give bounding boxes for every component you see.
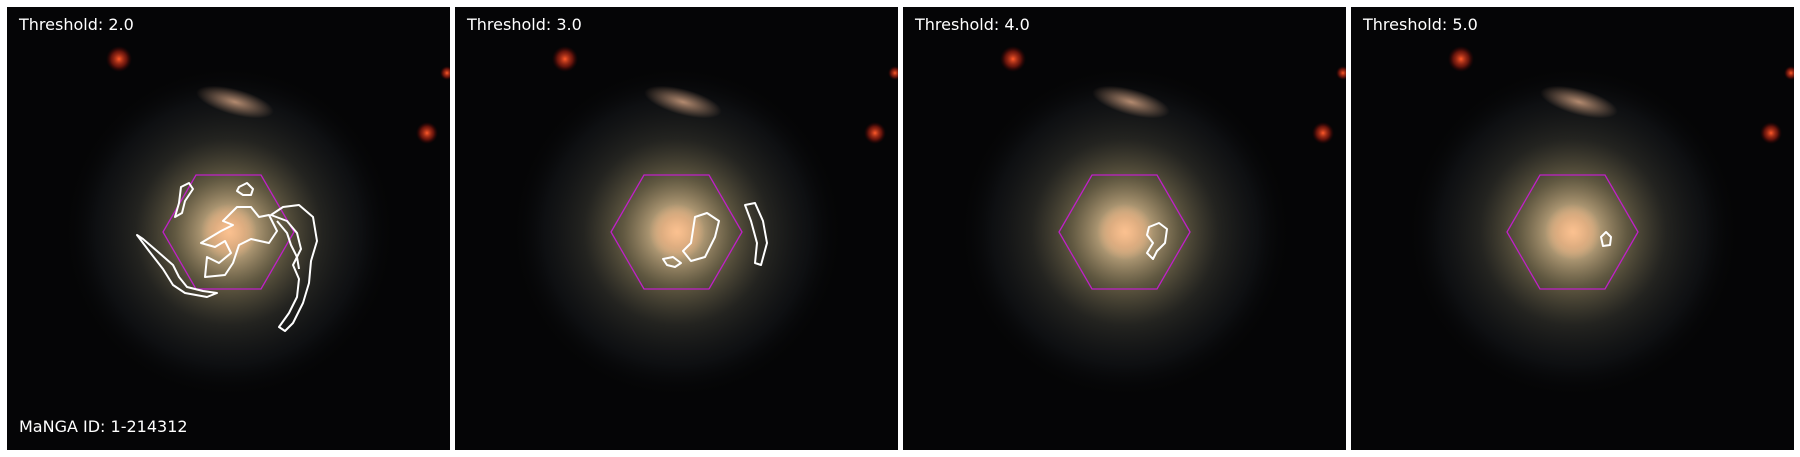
red-star-icon [1000,46,1026,72]
manga-id-label: MaNGA ID: 1-214312 [19,417,188,436]
ifu-hexagon [610,174,743,290]
galaxy-image [1351,7,1794,450]
red-star-icon [106,46,132,72]
red-star-icon [552,46,578,72]
red-star-icon [1336,66,1346,80]
red-star-icon [1760,122,1782,144]
contours [662,202,768,268]
panel-threshold-2: Threshold: 2.0 MaNGA ID: 1-214312 [7,7,450,450]
contours [136,182,318,332]
red-star-icon [416,122,438,144]
red-star-icon [888,66,898,80]
galaxy-image [7,7,450,450]
panel-threshold-5: Threshold: 5.0 [1351,7,1794,450]
ifu-hexagon [1506,174,1639,290]
contours [1146,222,1168,260]
red-star-icon [864,122,886,144]
threshold-label: Threshold: 5.0 [1363,15,1478,34]
galaxy-image [455,7,898,450]
red-star-icon [440,66,450,80]
red-star-icon [1448,46,1474,72]
ifu-hexagon [1058,174,1191,290]
panel-threshold-3: Threshold: 3.0 [455,7,898,450]
galaxy-image [903,7,1346,450]
panel-threshold-4: Threshold: 4.0 [903,7,1346,450]
ifu-hexagon [162,174,295,290]
contours [1600,231,1612,247]
threshold-label: Threshold: 4.0 [915,15,1030,34]
threshold-label: Threshold: 2.0 [19,15,134,34]
threshold-label: Threshold: 3.0 [467,15,582,34]
red-star-icon [1312,122,1334,144]
red-star-icon [1784,66,1794,80]
